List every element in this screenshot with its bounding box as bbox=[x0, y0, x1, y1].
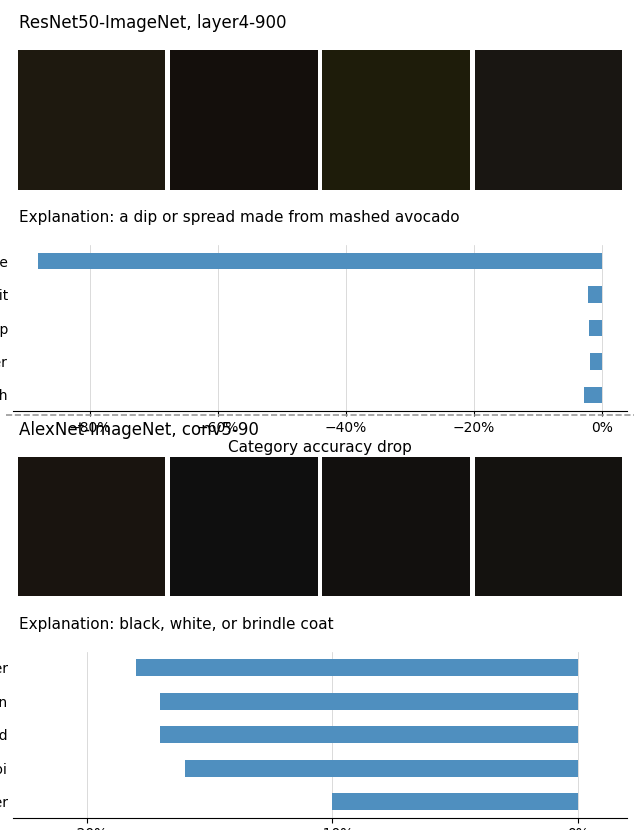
Bar bbox=[185, 759, 578, 777]
Bar bbox=[18, 457, 165, 596]
Bar bbox=[332, 793, 578, 810]
X-axis label: Category accuracy drop: Category accuracy drop bbox=[228, 440, 412, 455]
Bar bbox=[170, 50, 317, 189]
Bar bbox=[475, 50, 622, 189]
Bar bbox=[475, 457, 622, 596]
Bar bbox=[588, 286, 602, 303]
Bar bbox=[160, 726, 578, 743]
Text: Explanation: black, white, or brindle coat: Explanation: black, white, or brindle co… bbox=[19, 617, 333, 632]
Bar bbox=[323, 50, 470, 189]
Bar bbox=[136, 659, 578, 676]
Bar bbox=[590, 353, 602, 370]
Text: Explanation: a dip or spread made from mashed avocado: Explanation: a dip or spread made from m… bbox=[19, 210, 460, 225]
Bar bbox=[589, 320, 602, 336]
Text: ResNet50-ImageNet, layer4-900: ResNet50-ImageNet, layer4-900 bbox=[19, 14, 287, 32]
Bar bbox=[323, 457, 470, 596]
Text: AlexNet-ImageNet, conv5-90: AlexNet-ImageNet, conv5-90 bbox=[19, 421, 259, 439]
Bar bbox=[38, 252, 602, 270]
Bar bbox=[160, 693, 578, 710]
Bar bbox=[170, 457, 317, 596]
Bar bbox=[584, 387, 602, 403]
Bar bbox=[18, 50, 165, 189]
